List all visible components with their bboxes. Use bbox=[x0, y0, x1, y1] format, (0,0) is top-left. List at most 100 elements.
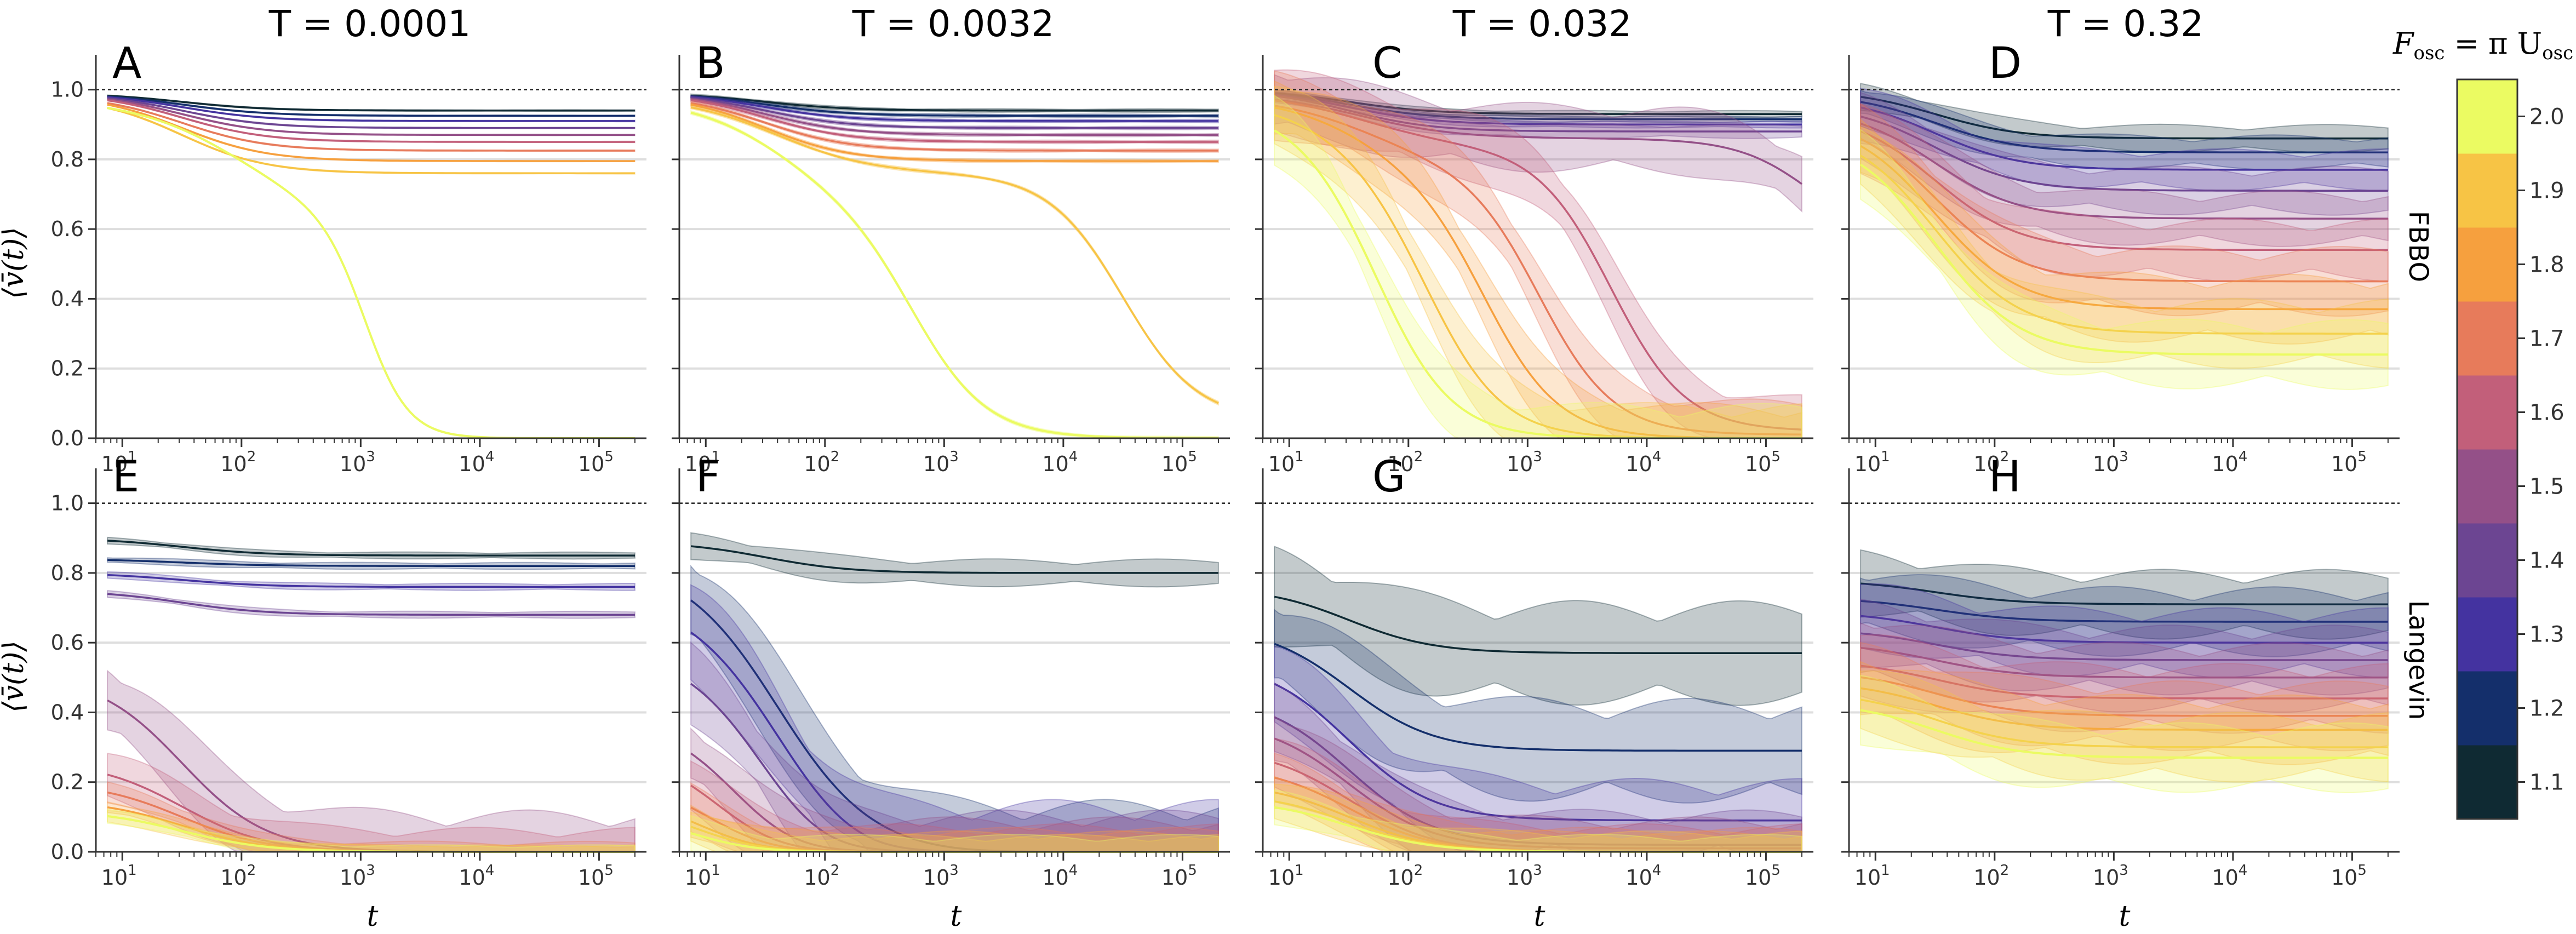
series-line-1.6 bbox=[107, 99, 635, 143]
series-band-1.2 bbox=[107, 95, 636, 117]
colorbar-title-f: F bbox=[2392, 26, 2415, 61]
x-tick-exponent: 2 bbox=[831, 862, 840, 879]
series-line-1.5 bbox=[1860, 646, 2388, 679]
x-tick-label: 102 bbox=[1973, 862, 2009, 890]
x-tick-label: 102 bbox=[804, 449, 839, 476]
series-line-1.7 bbox=[690, 102, 1218, 152]
y-tick-label: 1.0 bbox=[51, 491, 84, 515]
colorbar-tick-label: 2.0 bbox=[2529, 105, 2564, 130]
x-tick-exponent: 4 bbox=[485, 449, 495, 465]
y-tick-label: 0.0 bbox=[51, 840, 84, 864]
colorbar-tick-label: 1.3 bbox=[2529, 622, 2564, 648]
x-tick-exponent: 2 bbox=[831, 449, 840, 465]
series-band-2.0 bbox=[1860, 674, 2389, 793]
colorbar-swatch-1.4 bbox=[2457, 523, 2517, 598]
x-tick-exponent: 1 bbox=[128, 862, 137, 879]
x-tick-label: 103 bbox=[2093, 862, 2128, 890]
series-line-1.9 bbox=[1860, 154, 2388, 335]
x-tick-exponent: 5 bbox=[604, 449, 614, 465]
series-band-1.9 bbox=[1860, 670, 2389, 783]
colorbar-frame bbox=[2456, 78, 2518, 820]
x-tick-exponent: 2 bbox=[2000, 449, 2010, 465]
x-tick-exponent: 3 bbox=[1533, 449, 1542, 465]
x-tick-exponent: 5 bbox=[1188, 862, 1197, 879]
series-line-1.6 bbox=[1860, 130, 2388, 251]
series-line-1.3 bbox=[1274, 94, 1802, 126]
series-line-1.5 bbox=[1274, 98, 1802, 185]
series-line-1.5 bbox=[690, 98, 1218, 136]
panel-letter: G bbox=[1372, 452, 1405, 502]
x-tick-label: 105 bbox=[1161, 449, 1197, 476]
x-tick-exponent: 3 bbox=[366, 449, 375, 465]
series-band-1.8 bbox=[1860, 661, 2389, 765]
series-band-1.6 bbox=[1860, 634, 2389, 734]
series-line-1.5 bbox=[1860, 122, 2388, 220]
x-tick-exponent: 3 bbox=[1533, 862, 1542, 879]
y-tick-label: 1.0 bbox=[51, 78, 84, 102]
y-tick-label: 0.8 bbox=[51, 561, 84, 585]
series-band-2.0 bbox=[107, 106, 636, 439]
series-line-1.4 bbox=[1860, 632, 2388, 661]
x-tick-label: 102 bbox=[804, 862, 839, 890]
y-tick-label: 0.2 bbox=[51, 357, 84, 381]
x-tick-label: 103 bbox=[2093, 449, 2128, 476]
y-tick-label: 0.4 bbox=[51, 700, 84, 724]
y-tick-label: 0.6 bbox=[51, 217, 84, 241]
series-line-1.4 bbox=[107, 593, 635, 616]
x-tick-exponent: 2 bbox=[2000, 862, 2010, 879]
x-tick-exponent: 4 bbox=[1069, 449, 1078, 465]
col-title-1: T = 0.0001 bbox=[268, 3, 471, 45]
x-tick-label: 103 bbox=[1507, 862, 1542, 890]
series-band-1.1 bbox=[1274, 546, 1802, 706]
x-tick-exponent: 5 bbox=[2357, 449, 2367, 465]
x-tick-label: 105 bbox=[578, 862, 614, 890]
series-line-1.1 bbox=[691, 94, 1218, 112]
series-line-1.3 bbox=[107, 96, 635, 122]
panel-letter: A bbox=[112, 39, 141, 88]
series-line-1.2 bbox=[690, 95, 1218, 117]
series-band-1.7 bbox=[1860, 641, 2389, 752]
y-tick-label: 0.0 bbox=[51, 426, 84, 450]
x-tick-label: 104 bbox=[2212, 449, 2247, 476]
series-band-1.3 bbox=[1274, 91, 1802, 129]
series-band-1.9 bbox=[690, 105, 1219, 406]
x-tick-label: 105 bbox=[2331, 862, 2367, 890]
series-line-1.2 bbox=[107, 95, 635, 117]
colorbar-tick-label: 1.5 bbox=[2529, 474, 2564, 500]
series-line-1.6 bbox=[690, 99, 1218, 143]
x-tick-exponent: 5 bbox=[1771, 449, 1781, 465]
colorbar-title-mid: = π U bbox=[2445, 26, 2542, 61]
panel-e: 0.0 0.2 0.4 0.6 0.8 1.0 101 102 103 104 105 E bbox=[51, 452, 646, 890]
series-band-1.2 bbox=[1274, 91, 1802, 124]
series-line-1.4 bbox=[1860, 115, 2388, 192]
y-tick-label: 0.8 bbox=[51, 147, 84, 171]
x-tick-exponent: 4 bbox=[1652, 862, 1662, 879]
series-line-1.2 bbox=[107, 559, 635, 567]
col-title-4: T = 0.32 bbox=[2047, 3, 2204, 45]
colorbar-title: Fosc = π Uosc bbox=[2392, 26, 2573, 64]
series-line-1.9 bbox=[1860, 698, 2388, 748]
series-line-1.1 bbox=[1274, 92, 1802, 115]
colorbar-swatch-1.1 bbox=[2457, 745, 2517, 820]
x-tick-label: 104 bbox=[2212, 862, 2247, 890]
colorbar-tick-label: 1.1 bbox=[2529, 770, 2564, 795]
x-tick-exponent: 1 bbox=[1295, 449, 1304, 465]
x-tick-label: 102 bbox=[1387, 862, 1423, 890]
x-tick-label: 103 bbox=[923, 449, 959, 476]
series-band-1.2 bbox=[1860, 89, 2389, 171]
panel-c: 101 102 103 104 105 C bbox=[1255, 39, 1813, 476]
series-band-1.3 bbox=[107, 571, 636, 591]
series-line-2.0 bbox=[1859, 163, 2388, 356]
series-band-1.1 bbox=[107, 536, 636, 560]
colorbar-title-sub2: osc bbox=[2542, 42, 2573, 64]
x-tick-exponent: 5 bbox=[1771, 862, 1781, 879]
colorbar-tick-label: 1.8 bbox=[2529, 253, 2564, 278]
x-tick-exponent: 1 bbox=[711, 862, 720, 879]
x-tick-label: 101 bbox=[1854, 862, 1890, 890]
panel-letter: B bbox=[696, 39, 725, 88]
series-line-1.2 bbox=[1860, 600, 2388, 623]
x-tick-label: 101 bbox=[101, 862, 137, 890]
x-axis-title-3: t bbox=[1534, 900, 1545, 933]
